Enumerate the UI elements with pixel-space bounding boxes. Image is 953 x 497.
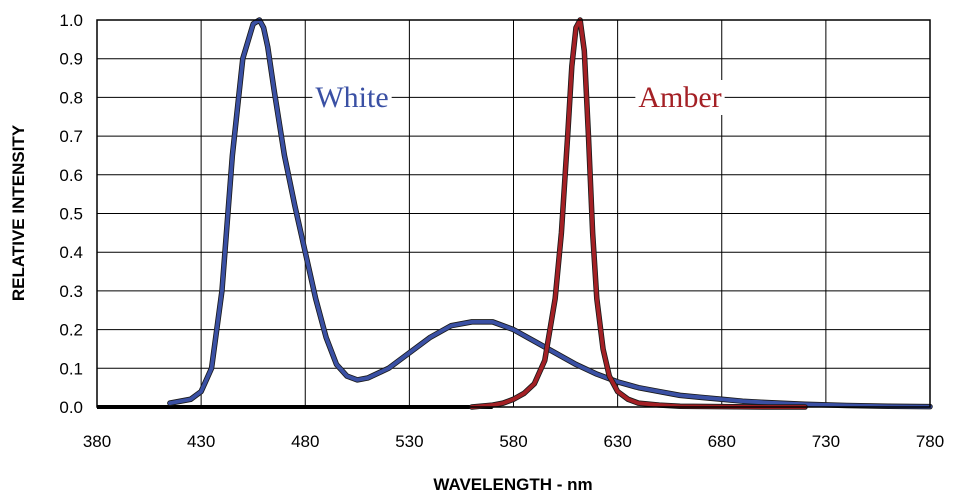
x-tick-label: 530: [395, 432, 423, 451]
y-tick-label: 0.0: [59, 398, 83, 417]
x-tick-label: 780: [916, 432, 944, 451]
y-tick-label: 1.0: [59, 11, 83, 30]
plot-border: [96, 19, 931, 408]
x-tick-label: 480: [291, 432, 319, 451]
white-series-label: White: [315, 81, 388, 114]
amber-series-line: [469, 18, 807, 409]
y-tick-label: 0.7: [59, 127, 83, 146]
x-tick-labels: 380 430 480 530 580 630 680 730 780: [83, 432, 944, 451]
white-series-line: [167, 18, 932, 409]
x-tick-label: 580: [499, 432, 527, 451]
white-label-background: [312, 80, 392, 115]
amber-label-background: [635, 80, 725, 115]
x-tick-label: 380: [83, 432, 111, 451]
x-tick-label: 730: [812, 432, 840, 451]
y-tick-label: 0.2: [59, 321, 83, 340]
x-tick-label: 680: [708, 432, 736, 451]
series-layer: [167, 17, 933, 410]
y-tick-label: 0.4: [59, 243, 83, 262]
x-tick-label: 630: [603, 432, 631, 451]
series-labels: White Amber: [312, 80, 725, 115]
y-axis-title: RELATIVE INTENSITY: [9, 124, 28, 301]
x-axis-title: WAVELENGTH - nm: [433, 475, 592, 494]
amber-series-label: Amber: [638, 81, 721, 114]
y-tick-labels: 0.0 0.1 0.2 0.3 0.4 0.5 0.6 0.7 0.8 0.9 1.0: [59, 11, 83, 417]
y-tick-label: 0.5: [59, 205, 83, 224]
y-tick-label: 0.1: [59, 359, 83, 378]
y-tick-label: 0.8: [59, 88, 83, 107]
y-tick-label: 0.6: [59, 166, 83, 185]
y-tick-label: 0.9: [59, 50, 83, 69]
y-tick-label: 0.3: [59, 282, 83, 301]
x-tick-label: 430: [187, 432, 215, 451]
